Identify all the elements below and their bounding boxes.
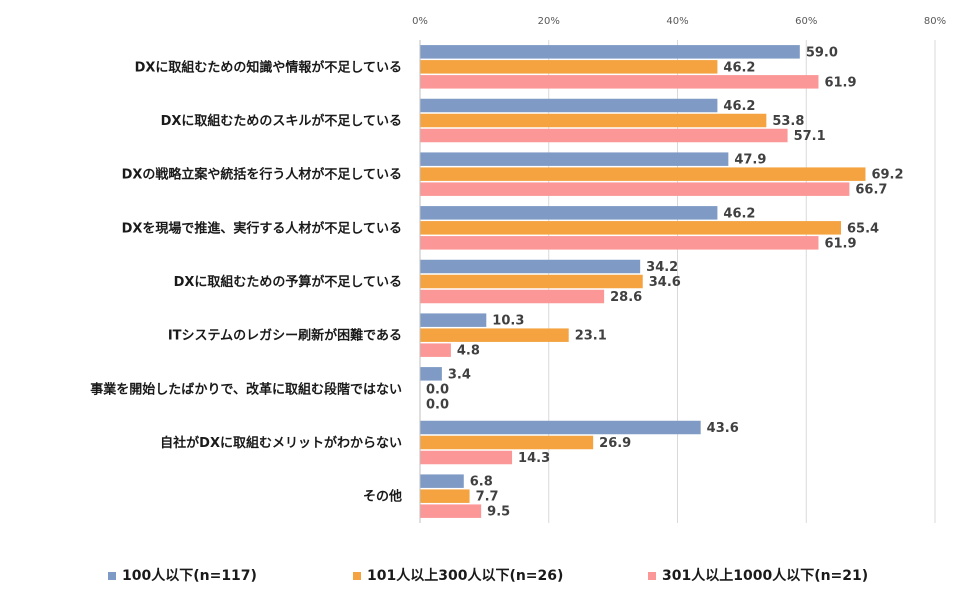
category-label: その他 [363, 489, 402, 505]
bar [420, 128, 788, 143]
bar [420, 328, 569, 342]
data-label: 47.9 [734, 153, 766, 168]
bar [420, 221, 842, 235]
legend-swatch [108, 572, 116, 580]
bar [420, 367, 442, 381]
legend-label: 101人以上300人以下(n=26) [367, 567, 563, 584]
legend-label: 100人以下(n=117) [122, 567, 257, 584]
bar [420, 289, 605, 304]
data-label: 57.1 [794, 129, 826, 144]
legend-label: 301人以上1000人以下(n=21) [662, 567, 868, 584]
bar [420, 259, 641, 274]
category-label: DXを現場で推進、実行する人材が不足している [122, 220, 402, 236]
data-label: 3.4 [448, 367, 471, 382]
data-label: 65.4 [847, 221, 879, 236]
data-label: 28.6 [610, 290, 642, 305]
data-label: 61.9 [824, 75, 856, 90]
bar [420, 236, 819, 250]
data-label: 61.9 [824, 236, 856, 251]
bar [420, 152, 729, 166]
data-label: 59.0 [806, 45, 838, 60]
category-label: ITシステムのレガシー刷新が困難である [168, 328, 402, 344]
data-label: 34.6 [649, 275, 681, 290]
x-tick-label: 60% [795, 16, 817, 27]
category-label: 事業を開始したばかりで、改革に取組む段階ではない [90, 381, 402, 397]
data-label: 46.2 [723, 60, 755, 75]
x-tick-label: 40% [666, 16, 688, 27]
x-tick-label: 20% [538, 16, 560, 27]
category-label: DXに取組むための知識や情報が不足している [135, 59, 402, 75]
legend-swatch [648, 572, 656, 580]
data-label: 4.8 [457, 344, 480, 359]
data-label: 0.0 [426, 382, 449, 397]
bar [420, 420, 701, 435]
data-label: 23.1 [575, 329, 607, 344]
x-tick-label: 80% [924, 16, 946, 27]
data-label: 66.7 [855, 183, 887, 198]
data-label: 0.0 [426, 397, 449, 412]
bar [420, 313, 487, 327]
legend-swatch [353, 572, 361, 580]
bar [420, 182, 850, 196]
category-label: 自社がDXに取組むメリットがわからない [160, 435, 402, 451]
bar [420, 113, 767, 128]
bar [420, 504, 482, 518]
bar [420, 75, 819, 89]
data-label: 69.2 [871, 168, 903, 183]
data-label: 6.8 [470, 475, 493, 490]
bar [420, 206, 718, 220]
data-label: 10.3 [492, 314, 524, 329]
bar [420, 98, 718, 113]
bar [420, 274, 643, 289]
data-label: 14.3 [518, 451, 550, 466]
category-label: DXに取組むためのスキルが不足している [161, 113, 402, 129]
bar [420, 450, 513, 465]
data-label: 46.2 [723, 99, 755, 114]
bar [420, 45, 800, 59]
data-label: 43.6 [707, 421, 739, 436]
data-label: 9.5 [487, 505, 510, 520]
bar [420, 435, 594, 450]
category-label: DXの戦略立案や統括を行う人材が不足している [122, 167, 402, 183]
data-label: 7.7 [476, 490, 499, 505]
bar [420, 489, 470, 503]
bar [420, 343, 451, 357]
bar [420, 167, 866, 181]
data-label: 46.2 [723, 206, 755, 221]
bar [420, 60, 718, 74]
data-label: 34.2 [646, 260, 678, 275]
x-tick-label: 0% [412, 16, 428, 27]
category-label: DXに取組むための予算が不足している [174, 274, 402, 290]
data-label: 26.9 [599, 436, 631, 451]
data-label: 53.8 [772, 114, 804, 129]
bar [420, 474, 464, 488]
